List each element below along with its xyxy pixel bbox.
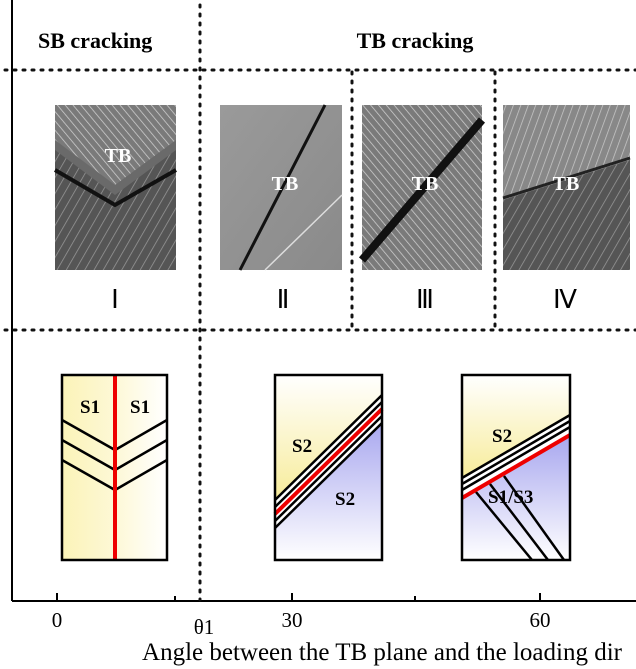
micrograph-label: TB [105,145,132,167]
schematic-label: S1/S3 [488,487,533,508]
tick-label: 30 [282,608,303,632]
micrograph-label: TB [553,173,580,195]
schematic-label: S2 [492,426,512,447]
schematic-label: S2 [335,489,355,510]
axis-title: Angle between the TB plane and the loadi… [142,639,623,666]
figure: SB cracking TB cracking TB TB TB TB Ⅰ Ⅱ … [0,0,636,669]
stage-numeral: Ⅰ [111,285,119,314]
schematic-label: S1 [80,397,100,418]
stage-numeral: Ⅲ [416,285,434,314]
micrograph [55,105,176,270]
schematic-label: S1 [130,397,150,418]
tick-label: 0 [52,608,63,632]
schematic [62,375,167,560]
tick-label: θ1 [194,615,215,639]
header: TB cracking [357,28,474,53]
micrograph-label: TB [272,173,299,195]
schematic-label: S2 [292,436,312,457]
schematic [462,375,570,560]
ticks [57,593,540,601]
stage-numeral: Ⅳ [553,285,577,314]
micrograph-label: TB [412,173,439,195]
tick-label: 60 [530,608,551,632]
schematic [275,375,382,560]
stage-numeral: Ⅱ [277,285,290,314]
header: SB cracking [38,28,152,53]
